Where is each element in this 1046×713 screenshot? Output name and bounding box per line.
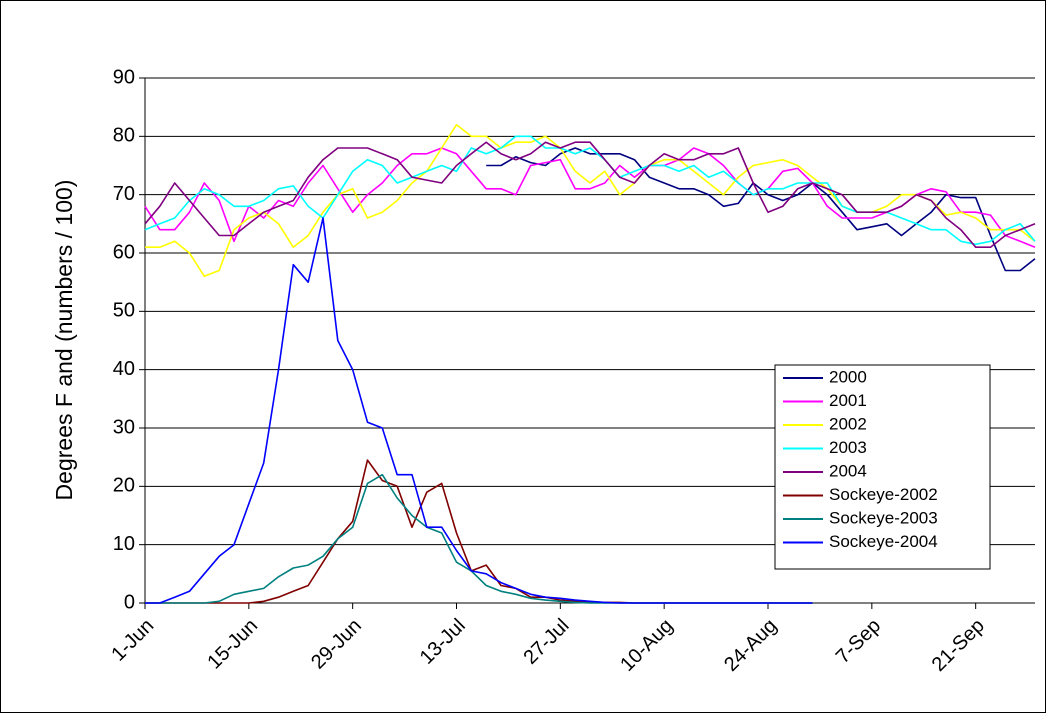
- y-tick-label: 90: [113, 66, 135, 88]
- y-tick-label: 40: [113, 358, 135, 380]
- y-tick-label: 30: [113, 416, 135, 438]
- series-line: [145, 217, 813, 604]
- y-tick-label: 80: [113, 125, 135, 147]
- y-tick-label: 0: [124, 591, 135, 613]
- y-tick-label: 10: [113, 533, 135, 555]
- legend-label: Sockeye-2004: [829, 532, 938, 551]
- legend-label: 2001: [829, 391, 867, 410]
- legend-label: Sockeye-2003: [829, 508, 938, 527]
- y-tick-label: 20: [113, 475, 135, 497]
- legend-box: [774, 364, 991, 570]
- legend: 2000 2001 2002 2003 2004 Sockeye-2002 Sockeye-…: [774, 364, 991, 570]
- legend-label: Sockeye-2002: [829, 485, 938, 504]
- legend-label: 2004: [829, 461, 867, 480]
- y-tick-label: 60: [113, 241, 135, 263]
- series-line: [145, 123, 1036, 278]
- series-line: [486, 147, 1036, 272]
- legend-label: 2002: [829, 414, 867, 433]
- series-line: [144, 141, 1036, 248]
- legend-label: 2003: [829, 438, 867, 457]
- y-axis-label: Degrees F and (numbers / 100): [51, 180, 77, 501]
- y-tick-label: 70: [113, 183, 135, 205]
- legend-label: 2000: [829, 367, 867, 386]
- y-tick-label: 50: [113, 300, 135, 322]
